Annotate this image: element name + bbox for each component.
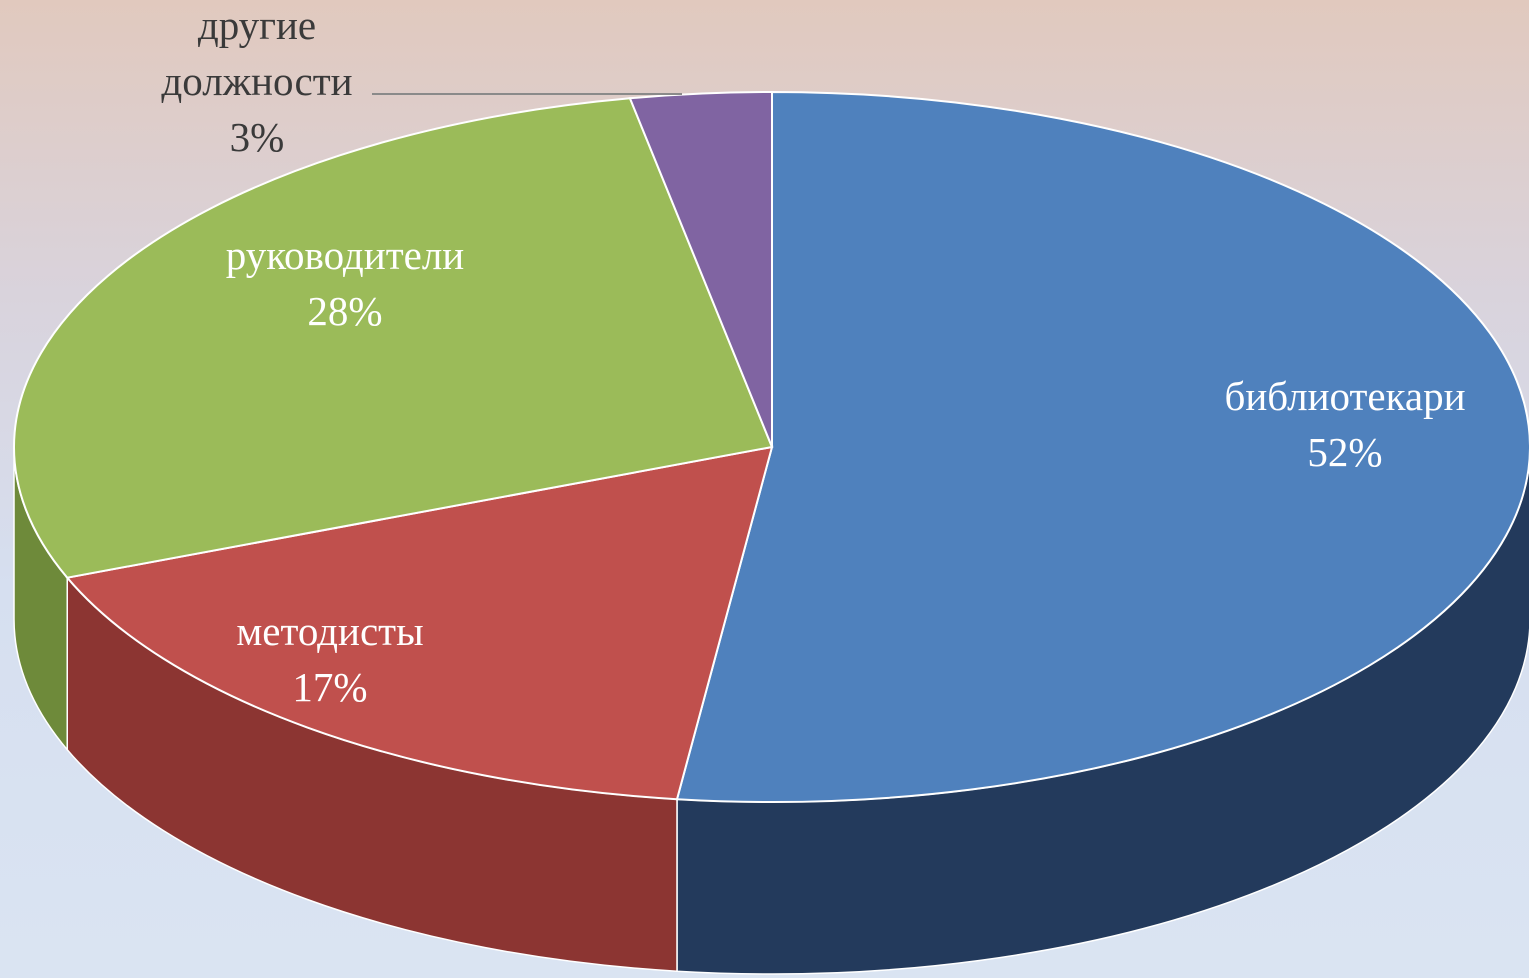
- category-label: руководители: [225, 232, 465, 278]
- slice-label: библиотекари 52%: [1180, 368, 1510, 480]
- slice: [675, 90, 1529, 803]
- slice: [628, 90, 773, 448]
- slice-label: руководители 28%: [180, 227, 510, 339]
- value-label: 52%: [1307, 429, 1383, 475]
- slice: [13, 97, 774, 579]
- category-label: библиотекари: [1224, 373, 1466, 419]
- category-label: методисты: [236, 608, 424, 654]
- category-label: другие должности: [161, 2, 353, 104]
- value-label: 3%: [229, 114, 285, 160]
- slice: [65, 445, 774, 801]
- slice-label: методисты 17%: [180, 603, 480, 715]
- value-label: 17%: [292, 664, 368, 710]
- slice-label: другие должности 3%: [130, 0, 384, 165]
- value-label: 28%: [307, 288, 383, 334]
